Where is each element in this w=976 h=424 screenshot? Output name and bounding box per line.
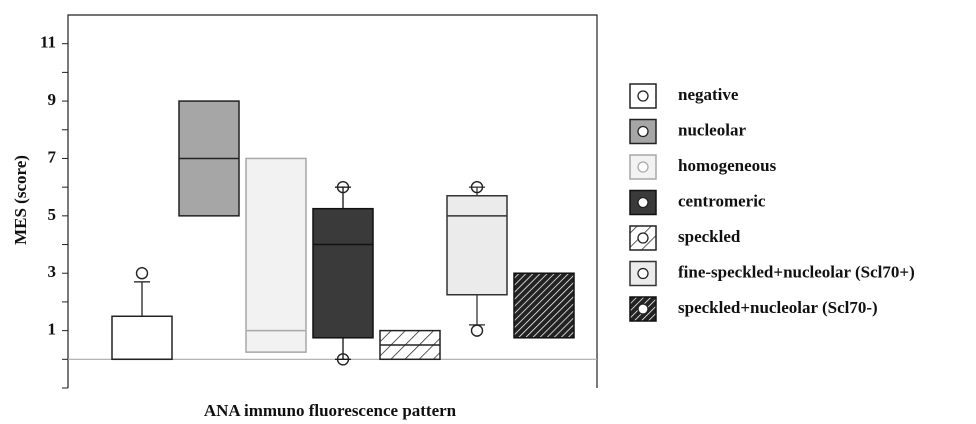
- outlier: [336, 353, 350, 366]
- x-axis-title: ANA immuno fluorescence pattern: [204, 401, 457, 420]
- plot-frame: [67, 14, 598, 388]
- y-tick-label: 9: [48, 90, 57, 109]
- legend-label: nucleolar: [678, 120, 746, 139]
- box: [513, 272, 575, 339]
- box: [446, 195, 508, 296]
- legend-label: homogeneous: [678, 156, 777, 175]
- legend-label: fine-speckled+nucleolar (Scl70+): [678, 262, 915, 281]
- legend-symbol: [637, 232, 649, 244]
- legend-symbol: [637, 196, 649, 209]
- y-tick-label: 5: [48, 205, 57, 224]
- y-tick-label: 7: [48, 147, 57, 166]
- outlier: [470, 180, 484, 194]
- legend-symbol: [637, 161, 649, 173]
- legend-symbol: [637, 90, 649, 102]
- y-tick-label: 3: [48, 262, 57, 281]
- y-tick-label: 11: [40, 33, 56, 52]
- outlier: [135, 267, 149, 280]
- box: [245, 157, 307, 353]
- legend-label: speckled: [678, 227, 741, 246]
- legend-symbol: [637, 125, 649, 138]
- legend-label: speckled+nucleolar (Scl70-): [678, 298, 878, 317]
- box: [312, 207, 374, 339]
- y-axis-title: MES (score): [11, 155, 30, 245]
- outlier: [470, 324, 484, 337]
- legend-symbol: [637, 267, 649, 280]
- y-tick-label: 1: [48, 320, 57, 339]
- legend-label: centromeric: [678, 191, 766, 210]
- legend-label: negative: [678, 85, 739, 104]
- legend-symbol: [637, 303, 649, 315]
- box: [111, 315, 173, 361]
- outlier: [336, 180, 350, 194]
